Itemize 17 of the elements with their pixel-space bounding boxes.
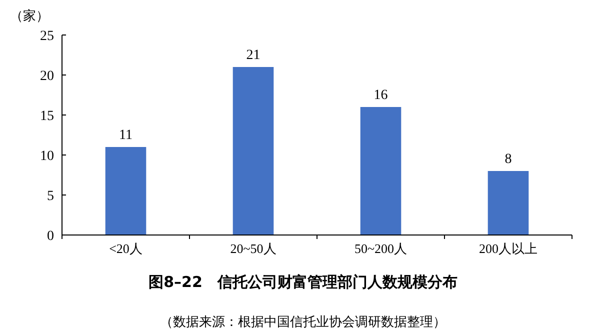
data-label: 8 bbox=[504, 152, 512, 167]
y-tick-label: 25 bbox=[40, 29, 54, 44]
data-label: 11 bbox=[119, 128, 132, 143]
y-tick-label: 20 bbox=[40, 69, 54, 84]
data-label: 16 bbox=[374, 88, 388, 103]
x-tick-label: 200人以上 bbox=[479, 241, 538, 256]
y-tick-label: 15 bbox=[40, 109, 54, 124]
y-tick-label: 5 bbox=[47, 189, 54, 204]
text: 图8–22 信托公司财富管理部门人数规模分布 bbox=[148, 273, 458, 291]
x-tick-label: <20人 bbox=[109, 241, 142, 256]
y-tick-label: 0 bbox=[47, 229, 54, 244]
data-label: 21 bbox=[246, 48, 260, 63]
text: （数据来源：根据中国信托业协会调研数据整理） bbox=[160, 314, 446, 329]
x-tick-label: 50~200人 bbox=[354, 241, 408, 256]
y-tick-label: 10 bbox=[40, 149, 54, 164]
x-tick-label: 20~50人 bbox=[230, 241, 276, 256]
y-axis-title: （家） bbox=[10, 8, 49, 23]
